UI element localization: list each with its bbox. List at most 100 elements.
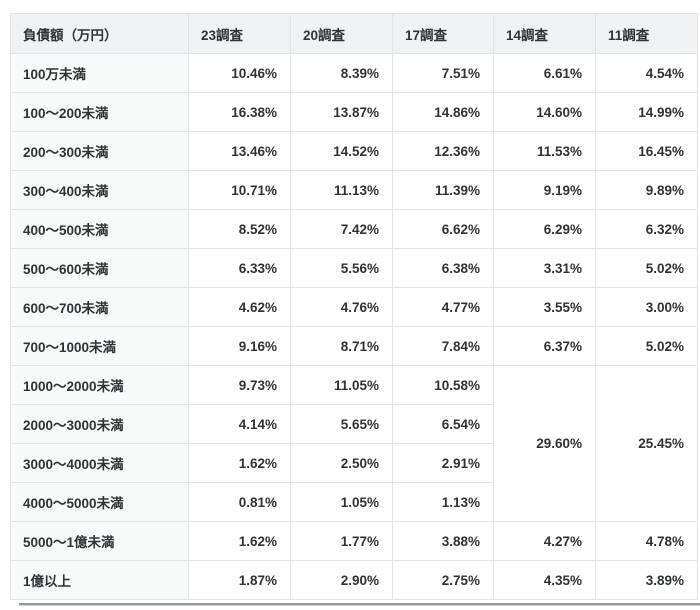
table-row: 600〜700未満 4.62% 4.76% 4.77% 3.55% 3.00%	[10, 287, 698, 327]
column-header: 23調査	[188, 13, 291, 54]
value-cell: 12.36%	[392, 131, 494, 171]
value-cell: 4.78%	[595, 521, 698, 561]
value-cell: 7.84%	[392, 326, 494, 366]
value-cell: 9.89%	[595, 170, 698, 210]
value-cell: 9.73%	[188, 365, 291, 405]
value-cell: 5.65%	[290, 404, 393, 444]
row-label: 3000〜4000未満	[10, 443, 189, 483]
table-row: 5000〜1億未満 1.62% 1.77% 3.88% 4.27% 4.78%	[10, 521, 698, 561]
table-row: 300〜400未満 10.71% 11.13% 11.39% 9.19% 9.89%	[10, 170, 698, 210]
row-label: 1000〜2000未満	[10, 365, 189, 405]
value-cell: 29.60%	[493, 365, 596, 522]
table-row: 4000〜5000未満 0.81% 1.05% 1.13%	[10, 482, 698, 522]
value-cell: 9.16%	[188, 326, 291, 366]
value-cell: 1.87%	[188, 560, 291, 600]
value-cell: 4.14%	[188, 404, 291, 444]
value-cell: 3.89%	[595, 560, 698, 600]
table-row: 1億以上 1.87% 2.90% 2.75% 4.35% 3.89%	[10, 560, 698, 600]
value-cell: 16.45%	[595, 131, 698, 171]
value-cell: 3.00%	[595, 287, 698, 327]
table-row: 700〜1000未満 9.16% 8.71% 7.84% 6.37% 5.02%	[10, 326, 698, 366]
table-row: 400〜500未満 8.52% 7.42% 6.62% 6.29% 6.32%	[10, 209, 698, 249]
table-row: 500〜600未満 6.33% 5.56% 6.38% 3.31% 5.02%	[10, 248, 698, 288]
value-cell: 2.75%	[392, 560, 494, 600]
value-cell: 11.05%	[290, 365, 393, 405]
value-cell: 2.50%	[290, 443, 393, 483]
value-cell: 14.86%	[392, 92, 494, 132]
row-label: 100万未満	[10, 53, 189, 93]
value-cell: 16.38%	[188, 92, 291, 132]
value-cell: 14.60%	[493, 92, 596, 132]
column-header: 17調査	[392, 13, 494, 54]
value-cell: 0.81%	[188, 482, 291, 522]
value-cell: 9.19%	[493, 170, 596, 210]
row-label: 200〜300未満	[10, 131, 189, 171]
value-cell: 1.62%	[188, 443, 291, 483]
row-label: 4000〜5000未満	[10, 482, 189, 522]
value-cell: 3.88%	[392, 521, 494, 561]
value-cell: 1.62%	[188, 521, 291, 561]
value-cell: 6.54%	[392, 404, 494, 444]
value-cell: 4.77%	[392, 287, 494, 327]
value-cell: 4.35%	[493, 560, 596, 600]
value-cell: 6.33%	[188, 248, 291, 288]
row-label: 100〜200未満	[10, 92, 189, 132]
value-cell: 2.91%	[392, 443, 494, 483]
corner-header: 負債額（万円）	[10, 13, 189, 54]
value-cell: 10.46%	[188, 53, 291, 93]
value-cell: 14.52%	[290, 131, 393, 171]
value-cell: 5.56%	[290, 248, 393, 288]
value-cell: 4.54%	[595, 53, 698, 93]
value-cell: 11.39%	[392, 170, 494, 210]
value-cell: 1.05%	[290, 482, 393, 522]
table-row: 100万未満 10.46% 8.39% 7.51% 6.61% 4.54%	[10, 53, 698, 93]
row-label: 2000〜3000未満	[10, 404, 189, 444]
value-cell: 6.62%	[392, 209, 494, 249]
value-cell: 6.61%	[493, 53, 596, 93]
value-cell: 6.29%	[493, 209, 596, 249]
table-row: 2000〜3000未満 4.14% 5.65% 6.54%	[10, 404, 698, 444]
value-cell: 8.39%	[290, 53, 393, 93]
value-cell: 4.27%	[493, 521, 596, 561]
value-cell: 14.99%	[595, 92, 698, 132]
value-cell: 6.32%	[595, 209, 698, 249]
debt-table-container: 負債額（万円） 23調査 20調査 17調査 14調査 11調査 100万未満 10.46%…	[10, 13, 698, 600]
table-row: 100〜200未満 16.38% 13.87% 14.86% 14.60% 14.99%	[10, 92, 698, 132]
header-row: 負債額（万円） 23調査 20調査 17調査 14調査 11調査	[10, 13, 698, 54]
bottom-divider	[19, 603, 700, 606]
value-cell: 3.55%	[493, 287, 596, 327]
table-body: 100万未満 10.46% 8.39% 7.51% 6.61% 4.54% 100〜200未…	[10, 53, 698, 600]
row-label: 5000〜1億未満	[10, 521, 189, 561]
column-header: 20調査	[290, 13, 393, 54]
value-cell: 11.13%	[290, 170, 393, 210]
table-row: 1000〜2000未満 9.73% 11.05% 10.58% 29.60% 25.45%	[10, 365, 698, 522]
value-cell: 6.37%	[493, 326, 596, 366]
row-label: 600〜700未満	[10, 287, 189, 327]
value-cell: 4.76%	[290, 287, 393, 327]
value-cell: 13.87%	[290, 92, 393, 132]
row-label: 700〜1000未満	[10, 326, 189, 366]
value-cell: 3.31%	[493, 248, 596, 288]
value-cell: 7.51%	[392, 53, 494, 93]
value-cell: 8.71%	[290, 326, 393, 366]
value-cell: 5.02%	[595, 326, 698, 366]
table-row: 200〜300未満 13.46% 14.52% 12.36% 11.53% 16.45%	[10, 131, 698, 171]
value-cell: 5.02%	[595, 248, 698, 288]
column-header: 14調査	[493, 13, 596, 54]
value-cell: 10.71%	[188, 170, 291, 210]
value-cell: 25.45%	[595, 365, 698, 522]
value-cell: 7.42%	[290, 209, 393, 249]
row-label: 300〜400未満	[10, 170, 189, 210]
row-label: 400〜500未満	[10, 209, 189, 249]
value-cell: 1.13%	[392, 482, 494, 522]
value-cell: 4.62%	[188, 287, 291, 327]
value-cell: 6.38%	[392, 248, 494, 288]
row-label: 500〜600未満	[10, 248, 189, 288]
value-cell: 2.90%	[290, 560, 393, 600]
row-label: 1億以上	[10, 560, 189, 600]
value-cell: 11.53%	[493, 131, 596, 171]
column-header: 11調査	[595, 13, 698, 54]
value-cell: 10.58%	[392, 365, 494, 405]
debt-distribution-table: 負債額（万円） 23調査 20調査 17調査 14調査 11調査 100万未満 10.46%…	[10, 13, 698, 600]
table-row: 3000〜4000未満 1.62% 2.50% 2.91%	[10, 443, 698, 483]
